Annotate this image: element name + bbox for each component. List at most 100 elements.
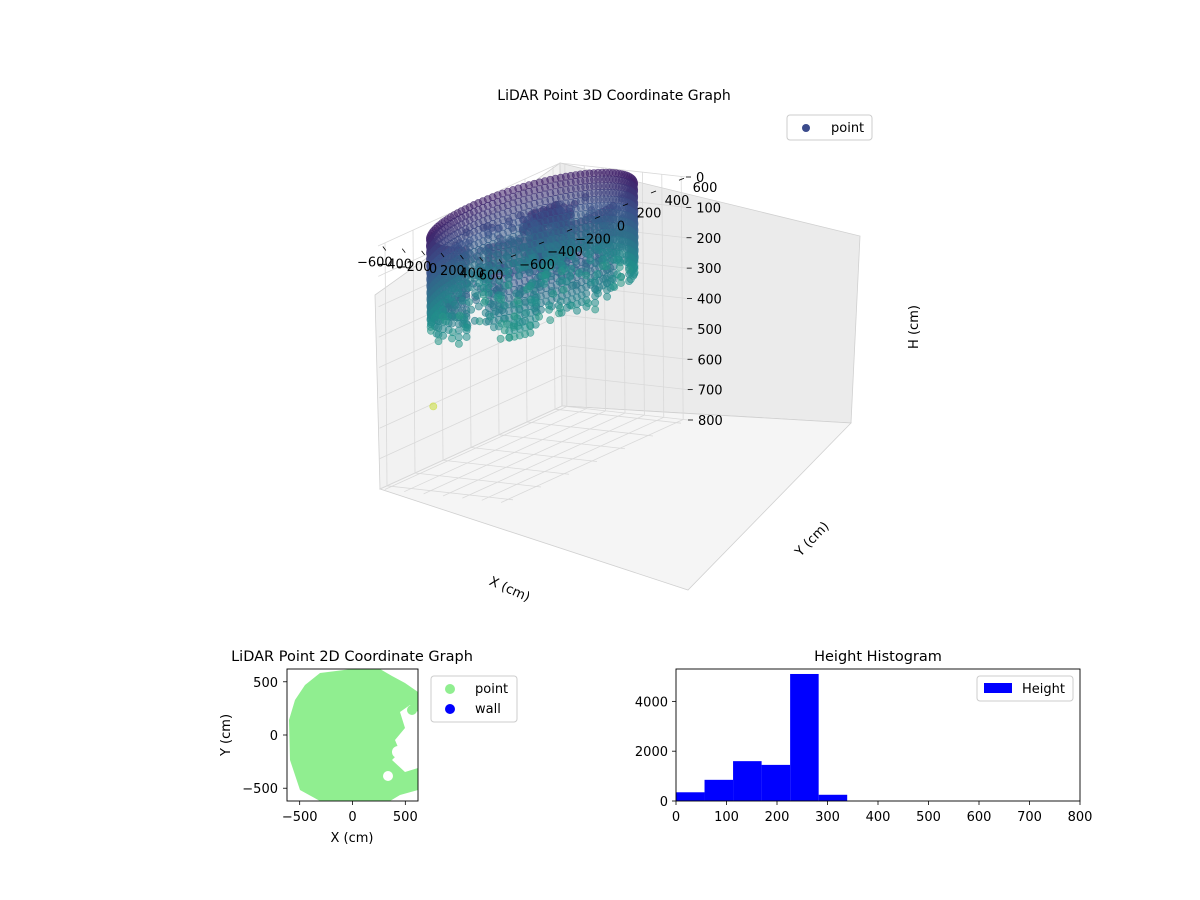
tick-mark bbox=[538, 241, 545, 245]
gridline bbox=[498, 434, 626, 450]
y-tick-label-2d: 0 bbox=[270, 729, 278, 744]
legend-2d-label-point: point bbox=[475, 682, 508, 697]
data-point bbox=[546, 229, 555, 238]
y-axis-label-2d: Y (cm) bbox=[219, 714, 234, 757]
data-point bbox=[541, 270, 550, 279]
data-point bbox=[505, 333, 514, 342]
ticks-3d: −600−400−2000 200400600−600−400−200020040… bbox=[357, 171, 723, 429]
data-point bbox=[598, 248, 607, 257]
data-point bbox=[426, 326, 435, 335]
data-point bbox=[546, 175, 555, 184]
data-point bbox=[448, 328, 457, 337]
data-point bbox=[438, 306, 447, 314]
data-point bbox=[462, 333, 471, 341]
legend-2d-marker-point bbox=[445, 684, 455, 694]
legend-3d: point bbox=[786, 114, 873, 141]
data-point bbox=[458, 296, 467, 305]
data-point bbox=[522, 308, 530, 317]
tick-mark bbox=[460, 254, 464, 260]
data-point bbox=[556, 297, 565, 306]
data-point bbox=[429, 402, 438, 411]
z-tick-label-3d: 300 bbox=[697, 262, 722, 277]
data-point bbox=[557, 267, 566, 276]
data-point bbox=[461, 323, 470, 332]
y-tick-label-2d: 500 bbox=[253, 676, 278, 691]
y-tick-label-hist: 4000 bbox=[635, 695, 668, 710]
data-point bbox=[557, 260, 566, 269]
z-tick-label-3d: 100 bbox=[696, 201, 721, 216]
legend-hist-label: Height bbox=[1022, 682, 1065, 697]
point-blob bbox=[369, 786, 381, 798]
data-point bbox=[556, 304, 564, 313]
data-point bbox=[586, 278, 595, 287]
data-point bbox=[491, 307, 500, 316]
data-point bbox=[546, 182, 555, 191]
gridline bbox=[481, 416, 664, 501]
gridline bbox=[377, 162, 687, 247]
data-point bbox=[559, 285, 568, 294]
data-point bbox=[567, 264, 576, 273]
data-point bbox=[567, 252, 576, 260]
chart-2d: LiDAR Point 2D Coordinate Graph −500−500… bbox=[219, 649, 518, 846]
data-point bbox=[547, 262, 555, 271]
data-point bbox=[608, 274, 617, 283]
data-point bbox=[586, 256, 595, 265]
data-point bbox=[527, 295, 535, 304]
legend-hist: Height bbox=[976, 675, 1074, 702]
y-tick-label-3d: 400 bbox=[665, 194, 690, 209]
y-tick-label-hist: 2000 bbox=[635, 745, 668, 760]
tick-mark bbox=[479, 257, 484, 262]
gridline bbox=[500, 419, 684, 503]
data-point bbox=[496, 334, 505, 343]
data-point bbox=[484, 282, 493, 290]
x-tick-label-3d: 400 bbox=[459, 266, 484, 281]
chart-3d: LiDAR Point 3D Coordinate Graph −600−400… bbox=[357, 88, 922, 605]
data-point bbox=[582, 289, 591, 298]
x-axis-label-3d: X (cm) bbox=[487, 574, 532, 605]
data-point bbox=[504, 281, 513, 290]
z-tick-label-3d: 700 bbox=[698, 384, 723, 399]
data-point bbox=[465, 298, 473, 306]
tick-mark bbox=[498, 259, 503, 264]
x-tick-label-hist: 800 bbox=[1068, 810, 1093, 825]
data-point bbox=[434, 337, 443, 346]
data-point bbox=[546, 215, 555, 224]
data-point bbox=[513, 296, 522, 305]
data-point bbox=[497, 295, 506, 304]
tick-mark bbox=[401, 248, 406, 253]
point-blob bbox=[407, 705, 417, 715]
chart-3d-title: LiDAR Point 3D Coordinate Graph bbox=[497, 88, 730, 104]
data-point bbox=[615, 263, 624, 271]
data-point bbox=[454, 339, 463, 348]
data-point bbox=[466, 283, 475, 292]
x-tick-label-hist: 500 bbox=[916, 810, 941, 825]
point-cloud-2d bbox=[289, 669, 418, 801]
histogram-bar bbox=[761, 764, 791, 801]
y-tick-label-hist: 0 bbox=[660, 795, 668, 810]
tick-mark bbox=[566, 228, 573, 232]
y-axis-label-3d: Y (cm) bbox=[792, 519, 833, 560]
data-point bbox=[603, 292, 611, 301]
tick-mark bbox=[594, 216, 601, 219]
histogram-bar bbox=[818, 794, 848, 801]
data-point bbox=[474, 302, 483, 311]
tick-mark bbox=[678, 177, 685, 181]
data-point bbox=[567, 301, 576, 310]
data-point bbox=[481, 297, 490, 305]
data-point bbox=[447, 293, 456, 302]
data-point bbox=[598, 262, 607, 271]
data-point bbox=[546, 195, 555, 204]
data-point bbox=[486, 312, 495, 321]
data-point bbox=[535, 312, 543, 321]
gridline bbox=[379, 344, 688, 429]
data-point bbox=[549, 290, 558, 298]
data-point bbox=[617, 273, 625, 281]
data-point bbox=[454, 289, 463, 298]
gridline bbox=[554, 408, 682, 424]
x-tick-label-hist: 400 bbox=[866, 810, 891, 825]
data-point bbox=[526, 328, 535, 337]
data-point bbox=[546, 236, 555, 244]
data-point bbox=[575, 269, 583, 277]
x-tick-label-hist: 0 bbox=[672, 810, 680, 825]
histogram-bars bbox=[676, 673, 848, 801]
